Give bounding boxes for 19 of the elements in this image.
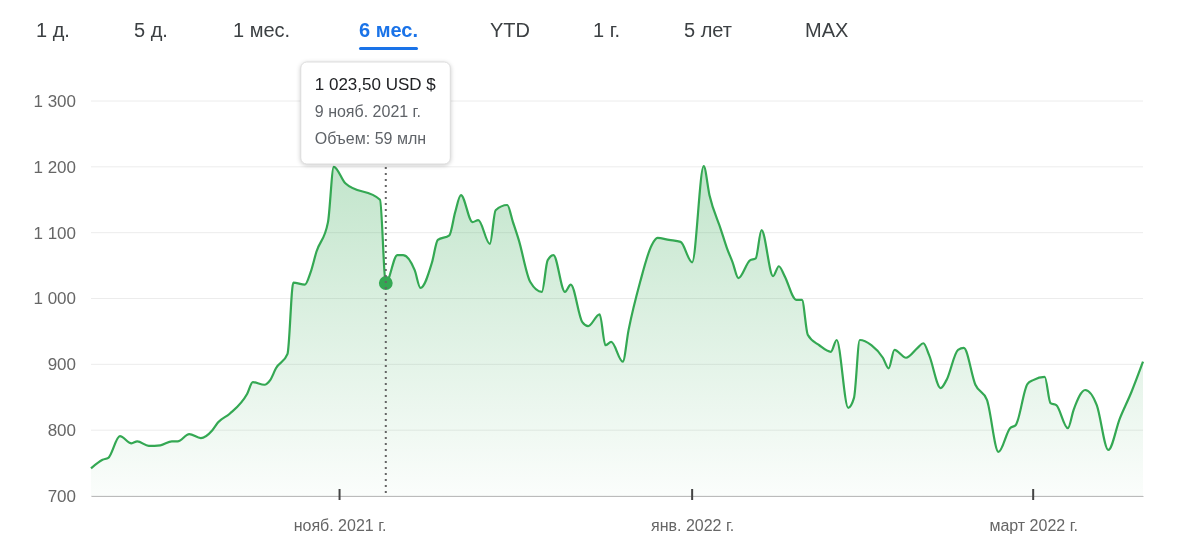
text: 1 д. [36, 19, 70, 41]
y-tick-label: 900 [47, 355, 76, 375]
annotation: 1 023,50 USD $ 9 нояб. 2021 г. Объем: 59 млн [314, 75, 437, 147]
text: 1 мес. [233, 19, 291, 41]
y-tick-label: 700 [47, 486, 76, 506]
x-tick-label: янв. 2022 г. [651, 517, 735, 535]
y-tick-label: 1 300 [33, 91, 76, 111]
text: 5 д. [134, 19, 168, 41]
y-tick-label: 800 [47, 421, 76, 441]
text: 6 мес. [359, 19, 419, 41]
text: YTD [490, 19, 530, 41]
y-tick-label: 1 200 [33, 157, 76, 177]
text: 5 лет [684, 19, 732, 41]
y-tick-label: 1 100 [33, 223, 76, 243]
x-tick-label: нояб. 2021 г. [293, 517, 387, 535]
text: MAX [805, 19, 849, 41]
x-tick-label: март 2022 г. [989, 517, 1078, 535]
y-tick-label: 1 000 [33, 289, 76, 309]
text: 1 г. [593, 19, 621, 41]
